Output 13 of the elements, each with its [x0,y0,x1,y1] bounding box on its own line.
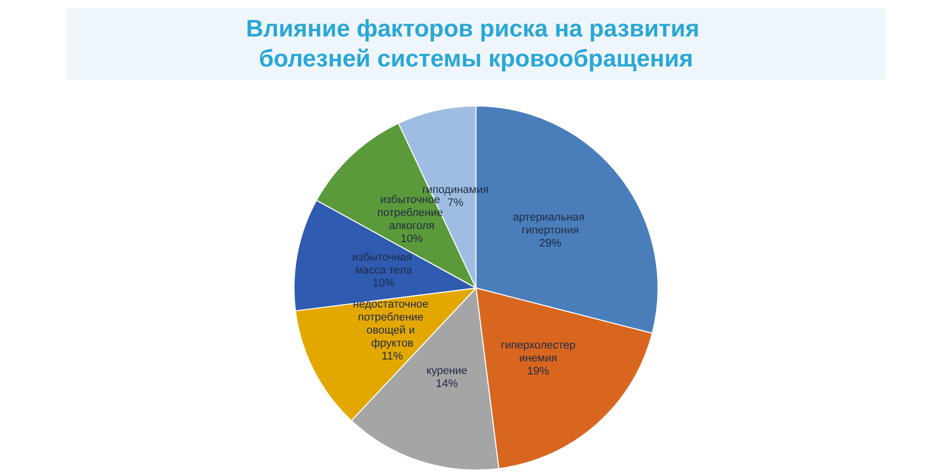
slice-label: избыточная масса тела [352,251,416,276]
data-label: 29% [539,237,562,250]
slice-label: артериальная гипертония [512,211,588,236]
data-label: 19% [527,366,550,378]
slice-label: недостаточное потребление овощей и фруктов [352,298,432,350]
data-label: 14% [436,378,458,390]
chart-title: Влияние факторов риска на развития болезней системы кровообращения [246,16,706,72]
data-label: 11% [382,350,404,363]
data-label: 10% [400,232,423,245]
slice-label: гиперхолестеринемия [500,340,576,365]
data-label: 7% [448,196,464,209]
data-label: 10% [372,277,395,290]
slice-label: курение [426,364,468,377]
